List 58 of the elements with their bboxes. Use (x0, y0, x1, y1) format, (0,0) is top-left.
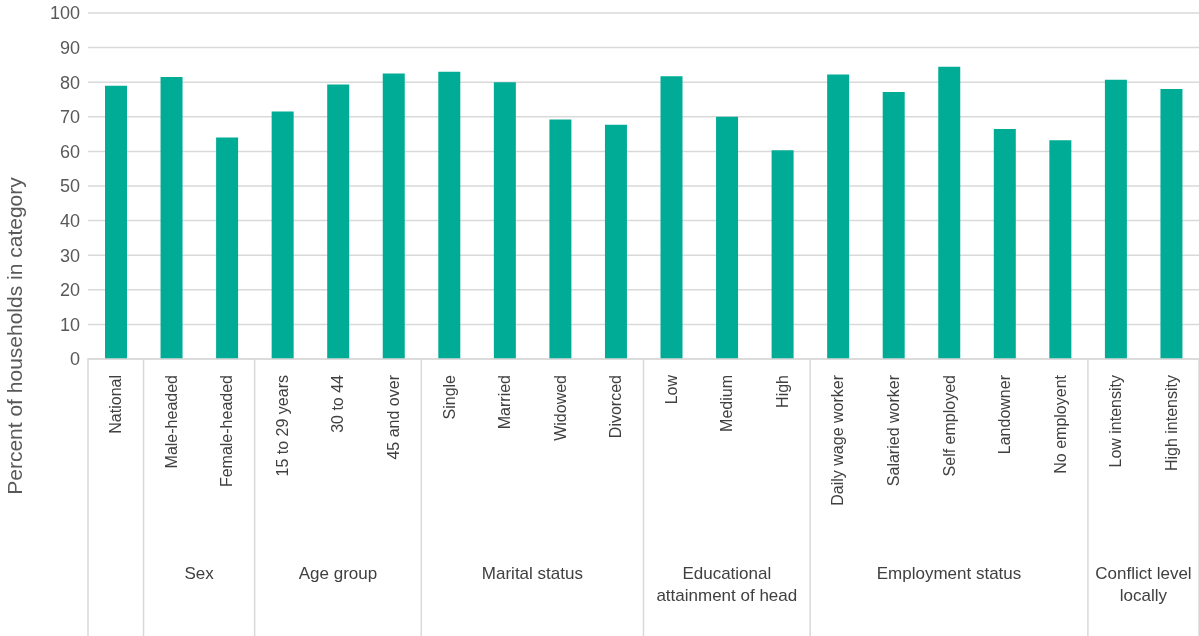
y-tick-label: 10 (59, 314, 80, 335)
bar (771, 150, 794, 359)
x-tick-label: Daily wage worker (829, 374, 847, 506)
x-tick-label: 15 to 29 years (273, 375, 291, 477)
bar (660, 76, 683, 359)
x-tick-label: Single (440, 374, 458, 420)
y-tick-label: 90 (59, 37, 80, 58)
x-tick-label: High (773, 375, 791, 408)
bar (382, 73, 405, 359)
x-tick-label: National (107, 375, 125, 434)
bar (327, 84, 350, 359)
text: Conflict level locally (1094, 563, 1193, 607)
x-tick-label: Salaried worker (884, 374, 902, 487)
bar (993, 128, 1016, 359)
y-tick-label: 80 (59, 72, 80, 93)
text: Sex (183, 563, 215, 585)
bar (882, 91, 905, 359)
y-tick-label: 50 (59, 176, 80, 197)
y-tick-label: 20 (59, 280, 80, 301)
y-tick-label: 40 (59, 210, 80, 231)
x-tick-label: Self employed (940, 375, 958, 477)
bar (493, 82, 516, 359)
bar (160, 77, 183, 359)
text: Educational attainment of head (655, 563, 799, 607)
x-tick-label: Low (662, 374, 680, 405)
y-tick-label: 70 (59, 107, 80, 128)
text: Marital status (480, 563, 584, 585)
bar (1160, 89, 1183, 359)
bar (1104, 79, 1127, 359)
x-tick-label: Landowner (996, 374, 1014, 455)
x-tick-label: Married (496, 375, 514, 430)
bar (438, 71, 461, 359)
y-axis-title: Percent of households in category (3, 176, 27, 495)
y-tick-label: 60 (59, 141, 80, 162)
bar (271, 111, 294, 359)
bar (716, 116, 739, 359)
y-tick-label: 0 (69, 349, 80, 370)
bar (105, 85, 127, 359)
x-tick-label: Low intensity (1107, 375, 1125, 468)
bar (549, 119, 572, 359)
x-tick-label: Widowed (551, 375, 569, 441)
x-tick-label: High intensity (1162, 375, 1180, 472)
x-tick-label: No employent (1051, 374, 1069, 474)
bar (1049, 140, 1072, 359)
text: Age group (297, 563, 379, 585)
x-tick-label: 45 and over (385, 374, 403, 460)
x-tick-label: 30 to 44 (329, 374, 347, 433)
bar (938, 66, 961, 359)
text: Employment status (875, 563, 1023, 585)
x-tick-label: Medium (718, 375, 736, 432)
y-tick-label: 100 (49, 3, 80, 24)
x-tick-label: Male-headed (162, 375, 180, 469)
bar (604, 124, 627, 359)
bar (827, 74, 850, 359)
bar (216, 137, 239, 359)
y-tick-label: 30 (59, 245, 80, 266)
x-tick-label: Divorced (607, 375, 625, 439)
x-tick-label: Female-headed (218, 375, 236, 488)
